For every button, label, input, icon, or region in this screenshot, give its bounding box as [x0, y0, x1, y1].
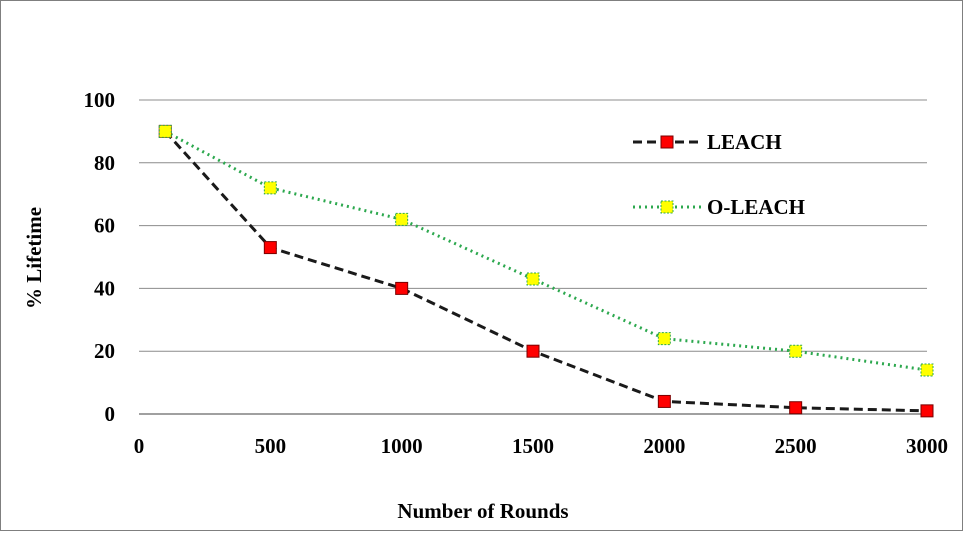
legend-label-leach: LEACH: [707, 130, 782, 154]
y-tick-label: 80: [94, 151, 115, 175]
data-point-leach: [920, 404, 934, 418]
y-tick-label: 100: [84, 88, 116, 112]
data-point-o-leach: [657, 332, 671, 346]
data-point-leach: [526, 344, 540, 358]
data-point-o-leach: [263, 181, 277, 195]
series-line-leach: [164, 130, 928, 413]
legend-item-o-leach: O-LEACH: [633, 195, 805, 219]
data-point-o-leach: [526, 272, 540, 286]
y-tick-label: 20: [94, 339, 115, 363]
data-point-leach: [789, 401, 803, 415]
x-axis-title: Number of Rounds: [397, 499, 568, 523]
data-point-leach: [263, 241, 277, 255]
y-tick-label: 60: [94, 214, 115, 238]
legend-swatch-o-leach-marker: [660, 200, 674, 214]
x-tick-label: 2500: [775, 434, 817, 458]
data-point-o-leach: [158, 124, 172, 138]
data-point-o-leach: [920, 363, 934, 377]
x-tick-label: 1000: [381, 434, 423, 458]
x-tick-labels: 0 500 1000 1500 2000 2500 3000: [134, 434, 948, 458]
x-tick-label: 1500: [512, 434, 554, 458]
x-tick-label: 0: [134, 434, 145, 458]
series-markers: [158, 124, 934, 418]
data-point-leach: [657, 394, 671, 408]
series-line-o-leach: [164, 130, 928, 372]
x-tick-label: 500: [255, 434, 287, 458]
data-point-o-leach: [395, 212, 409, 226]
x-tick-label: 2000: [643, 434, 685, 458]
legend: LEACH O-LEACH: [633, 130, 805, 219]
data-point-o-leach: [789, 344, 803, 358]
x-tick-label: 3000: [906, 434, 948, 458]
series-lines: [164, 130, 928, 413]
data-point-leach: [395, 281, 409, 295]
y-axis-title: % Lifetime: [22, 207, 46, 309]
legend-label-o-leach: O-LEACH: [707, 195, 805, 219]
legend-swatch-leach-marker: [660, 135, 674, 149]
y-tick-labels: 0 20 40 60 80 100: [84, 88, 116, 426]
legend-item-leach: LEACH: [633, 130, 782, 154]
y-tick-label: 0: [105, 402, 116, 426]
y-tick-label: 40: [94, 276, 115, 300]
grid-lines: [139, 99, 927, 415]
